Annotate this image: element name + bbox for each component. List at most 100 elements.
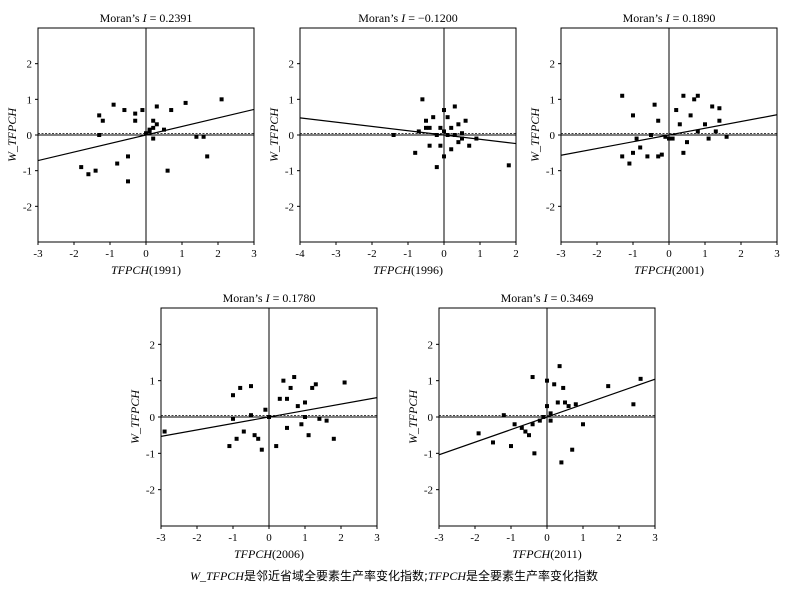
data-point <box>620 154 625 159</box>
data-point <box>548 411 553 416</box>
data-point <box>126 154 130 159</box>
data-point <box>249 384 253 389</box>
data-point <box>144 131 148 136</box>
data-point <box>115 161 120 166</box>
data-point <box>681 150 686 155</box>
data-point <box>438 143 443 148</box>
y-tick-label: -2 <box>424 485 433 497</box>
data-point <box>442 108 446 113</box>
data-point <box>530 422 535 427</box>
x-tick-label: 2 <box>738 248 744 260</box>
data-point <box>452 104 457 109</box>
y-tick-label: -1 <box>146 448 155 460</box>
data-point <box>122 108 127 113</box>
regression-line <box>561 114 777 156</box>
x-tick-label: -3 <box>434 532 444 544</box>
data-point <box>97 113 102 118</box>
data-point <box>427 143 432 148</box>
title-var: I <box>265 291 271 305</box>
data-point <box>249 413 253 418</box>
data-point <box>424 125 428 130</box>
data-point <box>685 140 689 145</box>
data-point <box>631 402 636 407</box>
data-point <box>201 134 206 139</box>
title-value: = −0.1200 <box>405 11 458 25</box>
data-point <box>133 111 138 116</box>
x-axis-label: TFPCH(2011) <box>512 547 582 561</box>
data-point <box>303 400 307 405</box>
y-tick-label: 0 <box>289 130 295 142</box>
y-tick-label: -2 <box>146 485 155 497</box>
data-point <box>463 118 468 123</box>
data-point <box>645 154 650 159</box>
x-tick-label: -1 <box>403 248 412 260</box>
data-point <box>151 118 156 123</box>
x-tick-label: 1 <box>302 532 308 544</box>
data-point <box>523 429 528 434</box>
data-point <box>652 102 657 107</box>
data-point <box>649 133 653 137</box>
data-point <box>563 400 567 405</box>
data-point <box>434 133 439 137</box>
x-tick-label: 1 <box>477 248 483 260</box>
data-point <box>219 97 224 102</box>
data-point <box>512 422 517 427</box>
chart-title: Moran’s I = 0.3469 <box>501 291 594 305</box>
data-point <box>313 382 318 387</box>
data-point <box>456 122 461 127</box>
y-axis-label: W_TFPCH <box>528 107 542 162</box>
x-tick-label: -2 <box>470 532 479 544</box>
data-point <box>552 382 557 387</box>
data-point <box>154 104 159 109</box>
data-point <box>717 118 722 123</box>
data-point <box>713 129 718 134</box>
title-value: = 0.2391 <box>147 11 193 25</box>
y-tick-label: 1 <box>27 94 33 106</box>
y-tick-label: 1 <box>550 94 556 106</box>
data-point <box>573 402 578 407</box>
x-tick-label: 3 <box>251 248 257 260</box>
title-var: I <box>400 11 406 25</box>
data-point <box>717 106 722 111</box>
x-label-var: TFPCH <box>111 263 150 277</box>
x-tick-label: 0 <box>544 532 550 544</box>
x-tick-label: 1 <box>702 248 708 260</box>
data-point <box>306 433 311 438</box>
y-tick-label: -1 <box>23 166 32 178</box>
data-point <box>205 154 210 159</box>
x-tick-label: -2 <box>592 248 601 260</box>
y-tick-label: -2 <box>546 201 555 213</box>
data-point <box>445 133 450 137</box>
x-label-var: TFPCH <box>634 263 673 277</box>
x-axis-label: TFPCH(2001) <box>634 263 704 277</box>
data-point <box>460 136 464 141</box>
data-point <box>456 140 461 145</box>
x-tick-label: 1 <box>580 532 586 544</box>
data-point <box>559 460 564 465</box>
data-point <box>292 375 297 380</box>
data-point <box>460 131 464 136</box>
x-tick-label: -1 <box>628 248 637 260</box>
data-point <box>274 444 279 449</box>
chart-1996: -4 -3 -2 -1 0 1 2 2 1 0 -1 -2 Moran’s I = −0.1200 TFP… <box>267 11 519 277</box>
data-point <box>659 152 664 157</box>
data-point <box>162 429 167 434</box>
x-tick-label: 2 <box>513 248 519 260</box>
data-point <box>238 385 243 390</box>
chart-2011: -3 -2 -1 0 1 2 3 2 1 0 -1 -2 Moran’s I = 0.3469 TFPCH… <box>406 291 658 561</box>
data-point <box>310 385 315 390</box>
y-tick-label: 0 <box>150 412 156 424</box>
data-point <box>442 129 446 134</box>
x-tick-label: -4 <box>295 248 305 260</box>
data-point <box>670 136 675 141</box>
x-tick-label: -3 <box>33 248 43 260</box>
data-point <box>93 168 98 173</box>
y-tick-label: -1 <box>424 448 433 460</box>
data-point <box>97 133 102 137</box>
data-point <box>491 440 495 445</box>
chart-2006: -3 -2 -1 0 1 2 3 2 1 0 -1 -2 Moran’s I = 0.1780 TFPCH… <box>128 291 380 561</box>
data-point <box>474 136 479 141</box>
x-tick-label: 0 <box>143 248 149 260</box>
data-point <box>194 134 199 139</box>
title-value: = 0.1780 <box>270 291 316 305</box>
